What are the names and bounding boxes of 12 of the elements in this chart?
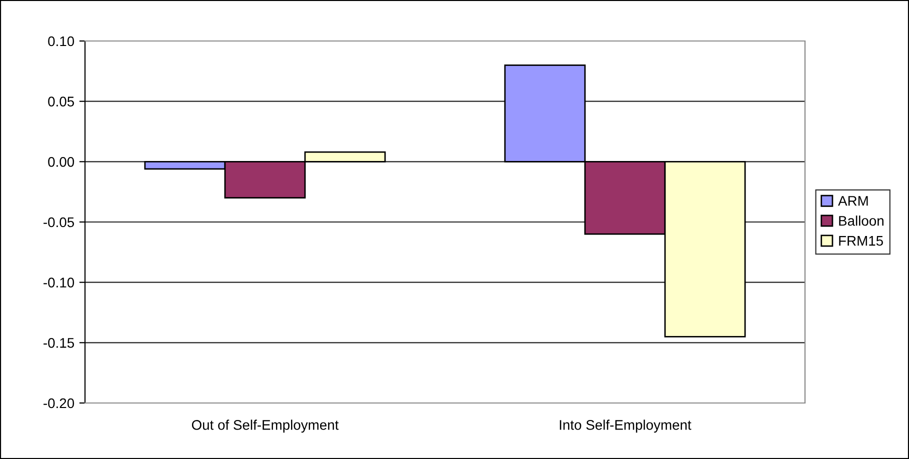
y-tick-label: -0.15 [44,338,74,348]
x-tick-label: Into Self-Employment [560,420,692,433]
y-tick-label: 0.10 [48,36,74,46]
y-tick-label: 0.05 [48,96,74,107]
y-tick-label: 0.00 [48,157,74,167]
y-tick-label: -0.20 [44,398,74,408]
legend-label: FRM15 [839,236,883,246]
x-tick-label: Out of Self-Employment [192,420,339,433]
legend-label: Balloon [839,216,884,226]
y-tick-label: -0.05 [44,217,74,228]
legend-label: ARM [838,196,868,206]
y-tick-label: -0.10 [44,278,74,288]
